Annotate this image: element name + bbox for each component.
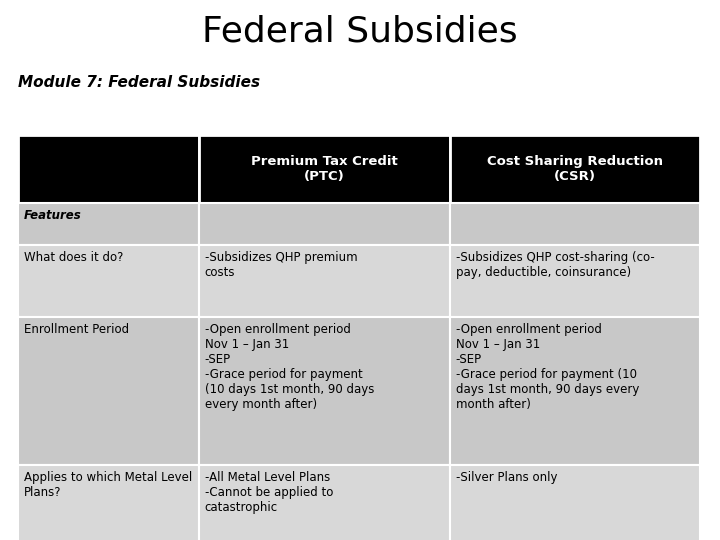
Text: Applies to which Metal Level
Plans?: Applies to which Metal Level Plans? bbox=[24, 471, 192, 499]
Text: Premium Tax Credit
(PTC): Premium Tax Credit (PTC) bbox=[251, 155, 397, 183]
Text: Module 7: Federal Subsidies: Module 7: Federal Subsidies bbox=[18, 75, 260, 90]
Text: Enrollment Period: Enrollment Period bbox=[24, 323, 129, 336]
Text: What does it do?: What does it do? bbox=[24, 251, 123, 264]
Text: Federal Subsidies: Federal Subsidies bbox=[202, 15, 518, 49]
Text: Cost Sharing Reduction
(CSR): Cost Sharing Reduction (CSR) bbox=[487, 155, 663, 183]
Text: -Subsidizes QHP premium
costs: -Subsidizes QHP premium costs bbox=[204, 251, 357, 279]
Text: -Open enrollment period
Nov 1 – Jan 31
-SEP
-Grace period for payment (10
days 1: -Open enrollment period Nov 1 – Jan 31 -… bbox=[456, 323, 639, 411]
Text: -Open enrollment period
Nov 1 – Jan 31
-SEP
-Grace period for payment
(10 days 1: -Open enrollment period Nov 1 – Jan 31 -… bbox=[204, 323, 374, 411]
Text: Features: Features bbox=[24, 209, 82, 222]
Text: -Subsidizes QHP cost-sharing (co-
pay, deductible, coinsurance): -Subsidizes QHP cost-sharing (co- pay, d… bbox=[456, 251, 654, 279]
Text: -Silver Plans only: -Silver Plans only bbox=[456, 471, 557, 484]
Text: -All Metal Level Plans
-Cannot be applied to
catastrophic: -All Metal Level Plans -Cannot be applie… bbox=[204, 471, 333, 514]
